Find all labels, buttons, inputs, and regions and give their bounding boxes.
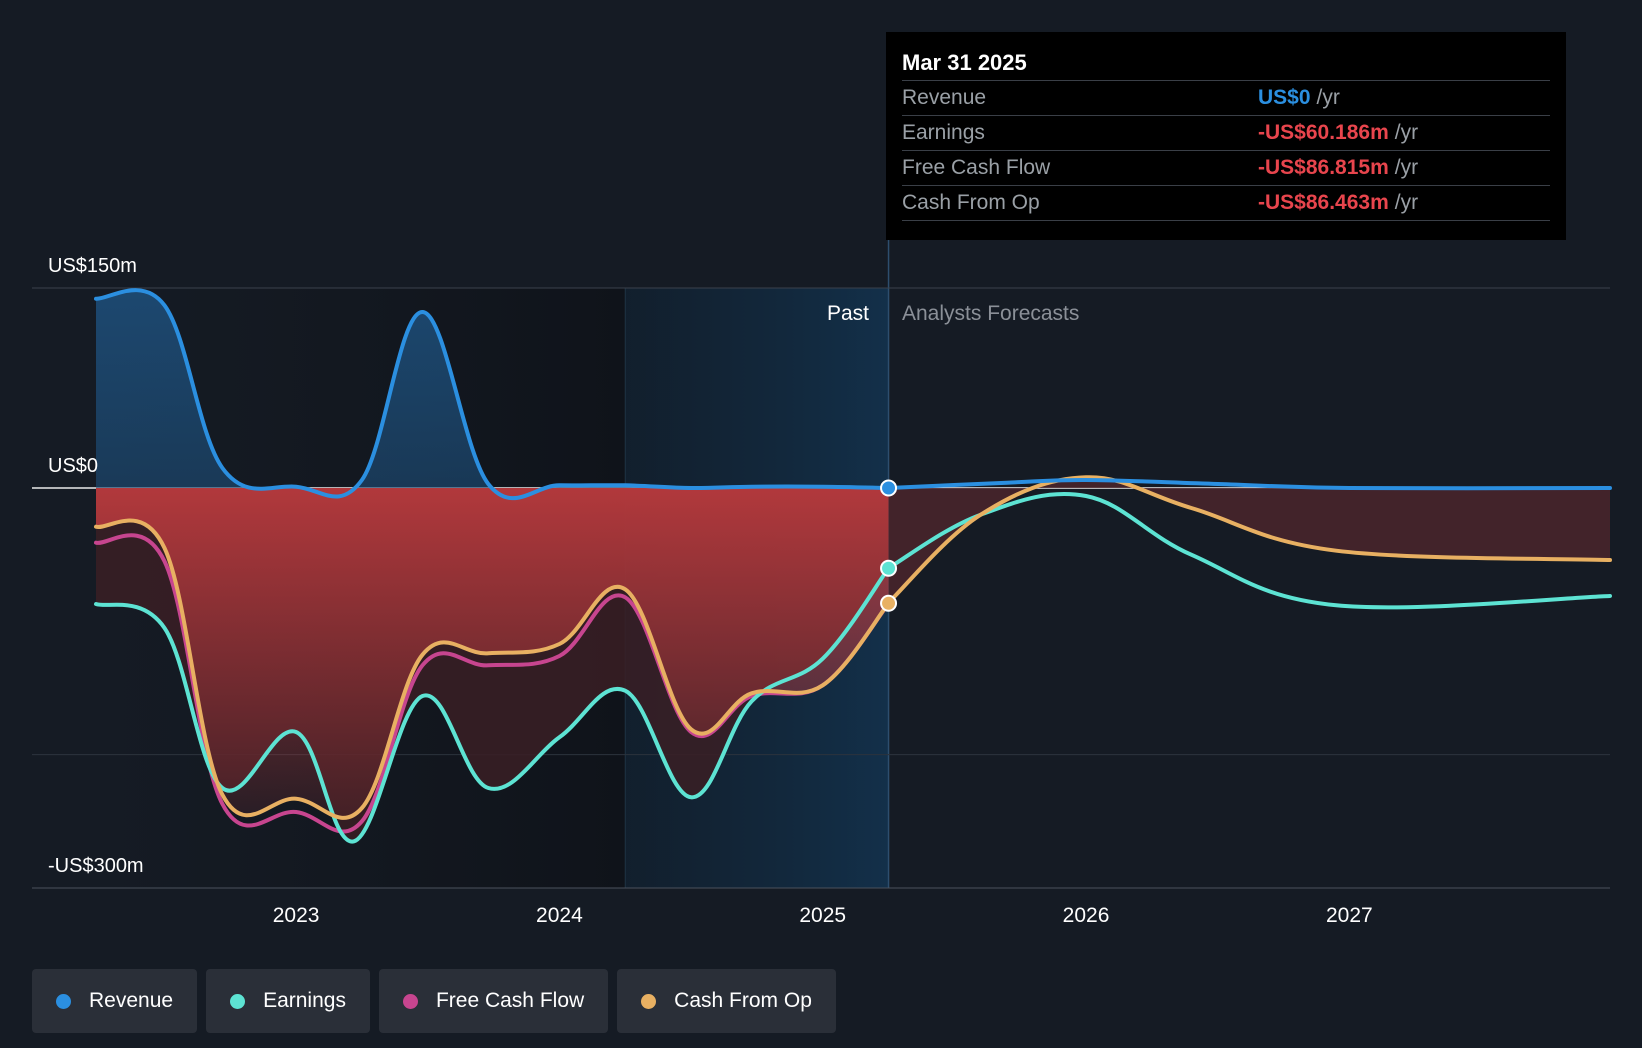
tooltip-date: Mar 31 2025 [902, 50, 1027, 75]
y-label-top: US$150m [48, 255, 137, 277]
revenue-forecast-line [886, 477, 1612, 491]
tooltip-row-value: -US$86.815m [1258, 156, 1389, 179]
earnings-marker [880, 559, 898, 577]
tooltip-row-label: Earnings [902, 121, 985, 144]
tooltip-panel: Mar 31 2025 Revenue US$0/yr Earnings -US$60… [886, 32, 1566, 240]
cash-from-op-forecast-line [886, 475, 1612, 605]
legend: Revenue Earnings Free Cash Flow Cash From O… [32, 969, 836, 1033]
x-tick-label: 2026 [1063, 904, 1110, 927]
past-label: Past [827, 302, 869, 325]
legend-item-earnings[interactable]: Earnings [206, 969, 370, 1033]
cash-from-op-marker [880, 594, 898, 612]
tooltip-row: Cash From Op -US$86.463m/yr [902, 185, 1550, 221]
tooltip-row-value: -US$86.463m [1258, 191, 1389, 214]
tooltip-row-label: Revenue [902, 86, 987, 109]
tooltip-row: Earnings -US$60.186m/yr [902, 115, 1550, 150]
revenue-area [96, 290, 889, 499]
tooltip-row-unit: /yr [1394, 191, 1419, 214]
y-label-zero: US$0 [48, 455, 98, 477]
legend-label: Cash From Op [674, 989, 812, 1012]
revenue-marker [880, 479, 898, 497]
y-label-bottom: -US$300m [48, 855, 144, 877]
legend-dot-icon [56, 993, 71, 1009]
forecast-label: Analysts Forecasts [902, 302, 1079, 325]
x-tick-label: 2027 [1326, 904, 1373, 927]
legend-dot-icon [230, 993, 246, 1009]
earnings-line [94, 566, 891, 844]
tooltip-row-value: -US$60.186m [1258, 121, 1389, 144]
tooltip-row: Free Cash Flow -US$86.815m/yr [902, 150, 1550, 185]
legend-label: Free Cash Flow [435, 989, 585, 1012]
cash-from-op-forecast-area [888, 477, 1610, 603]
legend-item-free-cash-flow[interactable]: Free Cash Flow [378, 969, 609, 1033]
legend-label: Revenue [89, 989, 174, 1012]
x-tick-label: 2023 [273, 904, 320, 927]
tooltip-row: Revenue US$0/yr [902, 80, 1550, 115]
tooltip-row-unit: /yr [1316, 86, 1340, 109]
cash-from-op-line [94, 518, 891, 820]
tooltip-row-unit: /yr [1394, 156, 1419, 179]
revenue-line [94, 288, 891, 501]
legend-item-revenue[interactable]: Revenue [32, 969, 198, 1033]
tooltip-row-label: Cash From Op [902, 191, 1040, 214]
tooltip-row-value: US$0 [1258, 86, 1311, 109]
legend-label: Earnings [263, 989, 346, 1012]
legend-item-cash-from-op[interactable]: Cash From Op [617, 969, 836, 1033]
x-tick-label: 2024 [536, 904, 583, 927]
x-tick-label: 2025 [799, 904, 846, 927]
tooltip-row-label: Free Cash Flow [902, 156, 1051, 179]
legend-dot-icon [402, 993, 418, 1009]
legend-dot-icon [641, 993, 657, 1009]
tooltip-row-unit: /yr [1394, 121, 1419, 144]
